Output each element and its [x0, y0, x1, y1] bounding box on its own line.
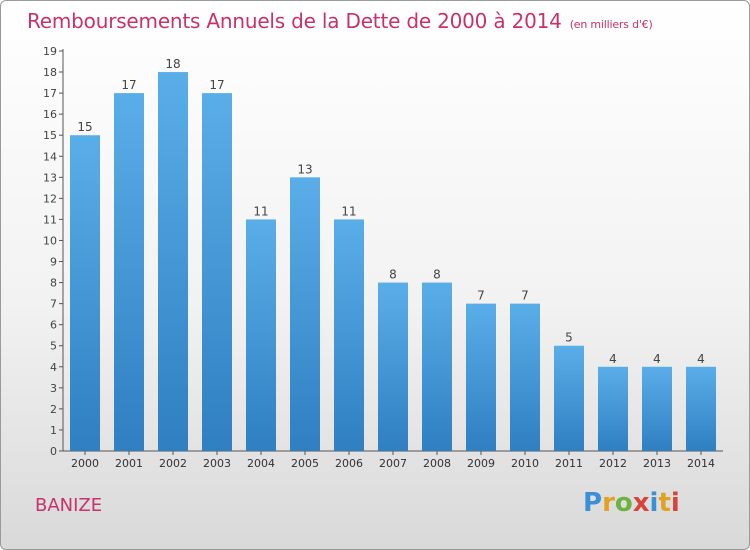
- y-tick-label: 4: [50, 361, 57, 374]
- y-tick-label: 9: [50, 256, 57, 269]
- data-label-2002: 18: [165, 57, 180, 71]
- y-tick-label: 10: [43, 234, 57, 247]
- bar-2005: [290, 177, 320, 451]
- chart-title: Remboursements Annuels de la Dette de 20…: [27, 9, 653, 33]
- data-label-2004: 11: [253, 204, 268, 218]
- data-label-2000: 15: [77, 120, 92, 134]
- bar-2011: [554, 345, 584, 451]
- x-tick-label-2014: 2014: [687, 457, 715, 470]
- bar-2009: [466, 303, 496, 451]
- x-tick-label-2004: 2004: [247, 457, 275, 470]
- y-tick-label: 16: [43, 108, 57, 121]
- bar-2004: [246, 219, 276, 451]
- x-tick-label-2010: 2010: [511, 457, 539, 470]
- bar-2014: [686, 366, 716, 451]
- y-tick-label: 7: [50, 298, 57, 311]
- data-label-2001: 17: [121, 78, 136, 92]
- data-label-2008: 8: [433, 268, 441, 282]
- y-tick-label: 2: [50, 403, 57, 416]
- x-tick-label-2008: 2008: [423, 457, 451, 470]
- data-label-2012: 4: [609, 352, 617, 366]
- y-tick-label: 12: [43, 192, 57, 205]
- x-tick-label-2011: 2011: [555, 457, 583, 470]
- bar-2010: [510, 303, 540, 451]
- bar-2007: [378, 282, 408, 451]
- x-tick-label-2009: 2009: [467, 457, 495, 470]
- y-tick-label: 8: [50, 277, 57, 290]
- x-tick-label-2007: 2007: [379, 457, 407, 470]
- data-label-2003: 17: [209, 78, 224, 92]
- y-tick-label: 15: [43, 129, 57, 142]
- y-tick-label: 5: [50, 340, 57, 353]
- bar-2000: [70, 135, 100, 452]
- y-tick-label: 13: [43, 171, 57, 184]
- bar-2006: [334, 219, 364, 451]
- chart-unit: (en milliers d'€): [569, 18, 653, 31]
- data-label-2014: 4: [697, 352, 705, 366]
- x-tick-label-2012: 2012: [599, 457, 627, 470]
- x-tick-label-2000: 2000: [71, 457, 99, 470]
- x-tick-label-2003: 2003: [203, 457, 231, 470]
- bar-2002: [158, 72, 188, 451]
- data-label-2007: 8: [389, 268, 397, 282]
- bar-2001: [114, 93, 144, 452]
- y-tick-label: 17: [43, 87, 57, 100]
- data-label-2006: 11: [341, 204, 356, 218]
- y-tick-label: 19: [43, 45, 57, 58]
- data-label-2011: 5: [565, 331, 573, 345]
- y-tick-label: 1: [50, 424, 57, 437]
- bar-2003: [202, 93, 232, 452]
- data-label-2009: 7: [477, 289, 485, 303]
- bar-2008: [422, 282, 452, 451]
- y-tick-label: 11: [43, 213, 57, 226]
- y-tick-label: 0: [50, 445, 57, 458]
- data-label-2010: 7: [521, 289, 529, 303]
- x-tick-label-2002: 2002: [159, 457, 187, 470]
- commune-name: BANIZE: [35, 495, 103, 516]
- proxiti-logo: Proxiti: [583, 488, 680, 518]
- y-tick-label: 14: [43, 150, 57, 163]
- bar-2013: [642, 366, 672, 451]
- data-label-2013: 4: [653, 352, 661, 366]
- x-tick-label-2005: 2005: [291, 457, 319, 470]
- x-tick-label-2006: 2006: [335, 457, 363, 470]
- y-tick-label: 18: [43, 66, 57, 79]
- x-tick-label-2001: 2001: [115, 457, 143, 470]
- bar-2012: [598, 366, 628, 451]
- chart-title-text: Remboursements Annuels de la Dette de 20…: [27, 9, 562, 33]
- y-tick-label: 3: [50, 382, 57, 395]
- y-tick-label: 6: [50, 319, 57, 332]
- x-tick-label-2013: 2013: [643, 457, 671, 470]
- data-label-2005: 13: [297, 162, 312, 176]
